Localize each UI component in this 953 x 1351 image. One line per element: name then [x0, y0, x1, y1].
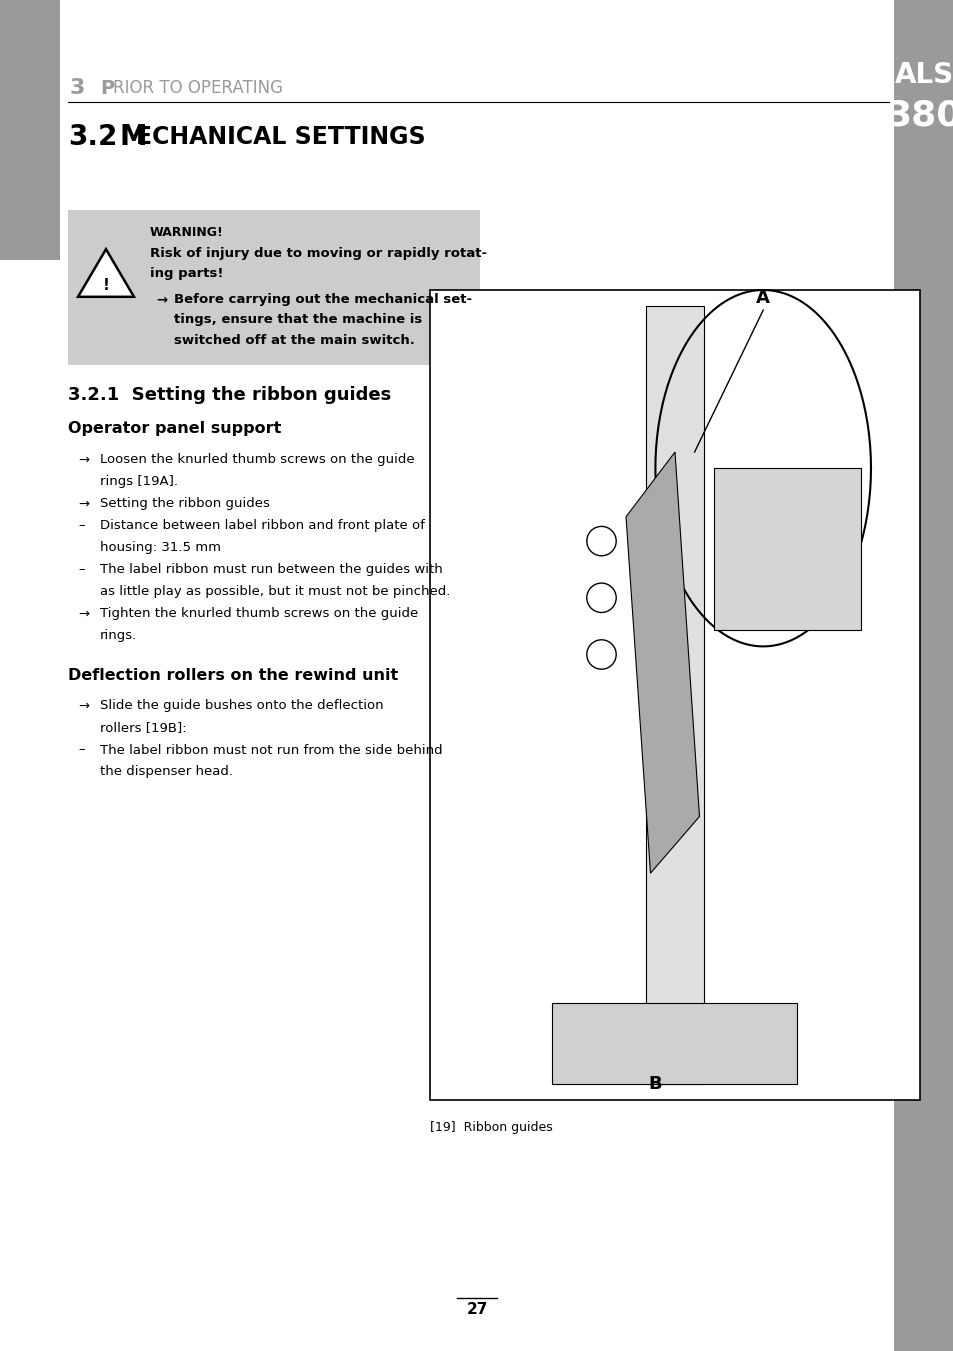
- Bar: [552, 1002, 797, 1084]
- Text: housing: 31.5 mm: housing: 31.5 mm: [100, 542, 221, 554]
- Text: WARNING!: WARNING!: [150, 226, 224, 239]
- Text: ECHANICAL SETTINGS: ECHANICAL SETTINGS: [136, 126, 425, 149]
- Text: Setting the ribbon guides: Setting the ribbon guides: [100, 497, 270, 511]
- Bar: [68, 209, 479, 365]
- Bar: [893, 0, 953, 1351]
- Text: The label ribbon must not run from the side behind: The label ribbon must not run from the s…: [100, 743, 442, 757]
- Polygon shape: [625, 453, 699, 873]
- Text: Before carrying out the mechanical set-: Before carrying out the mechanical set-: [173, 293, 472, 307]
- Bar: [714, 469, 861, 630]
- Text: Slide the guide bushes onto the deflection: Slide the guide bushes onto the deflecti…: [100, 700, 383, 712]
- Text: ALS: ALS: [894, 61, 953, 89]
- Text: B: B: [648, 1075, 661, 1093]
- Text: Deflection rollers on the rewind unit: Deflection rollers on the rewind unit: [68, 669, 397, 684]
- Bar: [430, 290, 919, 1100]
- Text: →: →: [78, 608, 89, 620]
- Text: Risk of injury due to moving or rapidly rotat-: Risk of injury due to moving or rapidly …: [150, 247, 487, 261]
- Text: 3.2: 3.2: [68, 123, 117, 151]
- Text: switched off at the main switch.: switched off at the main switch.: [173, 334, 415, 346]
- Text: →: →: [78, 700, 89, 712]
- Text: 27: 27: [466, 1302, 487, 1317]
- Text: 3: 3: [70, 78, 85, 99]
- Text: –: –: [78, 743, 85, 757]
- Text: 380: 380: [885, 99, 953, 132]
- Text: →: →: [156, 293, 167, 307]
- Text: Tighten the knurled thumb screws on the guide: Tighten the knurled thumb screws on the …: [100, 608, 417, 620]
- Text: Operator panel support: Operator panel support: [68, 420, 281, 435]
- Text: [19]  Ribbon guides: [19] Ribbon guides: [430, 1121, 552, 1135]
- Bar: [0, 0, 60, 259]
- Text: RIOR TO OPERATING: RIOR TO OPERATING: [112, 78, 283, 97]
- Text: Distance between label ribbon and front plate of: Distance between label ribbon and front …: [100, 520, 424, 532]
- Text: →: →: [78, 454, 89, 466]
- Text: rollers [19B]:: rollers [19B]:: [100, 721, 187, 735]
- Text: the dispenser head.: the dispenser head.: [100, 766, 233, 778]
- Text: as little play as possible, but it must not be pinched.: as little play as possible, but it must …: [100, 585, 450, 598]
- Text: A: A: [756, 289, 769, 307]
- Polygon shape: [78, 249, 133, 297]
- Text: rings.: rings.: [100, 630, 137, 643]
- Text: P: P: [100, 78, 114, 97]
- Text: !: !: [103, 277, 110, 293]
- Text: Loosen the knurled thumb screws on the guide: Loosen the knurled thumb screws on the g…: [100, 454, 415, 466]
- Text: –: –: [78, 520, 85, 532]
- Text: →: →: [78, 497, 89, 511]
- Text: rings [19A].: rings [19A].: [100, 476, 178, 489]
- Text: 3.2.1  Setting the ribbon guides: 3.2.1 Setting the ribbon guides: [68, 386, 391, 404]
- Text: ing parts!: ing parts!: [150, 267, 223, 281]
- Text: M: M: [120, 123, 148, 151]
- Text: The label ribbon must run between the guides with: The label ribbon must run between the gu…: [100, 563, 442, 577]
- Text: –: –: [78, 563, 85, 577]
- Bar: [645, 307, 703, 1084]
- Text: tings, ensure that the machine is: tings, ensure that the machine is: [173, 313, 422, 327]
